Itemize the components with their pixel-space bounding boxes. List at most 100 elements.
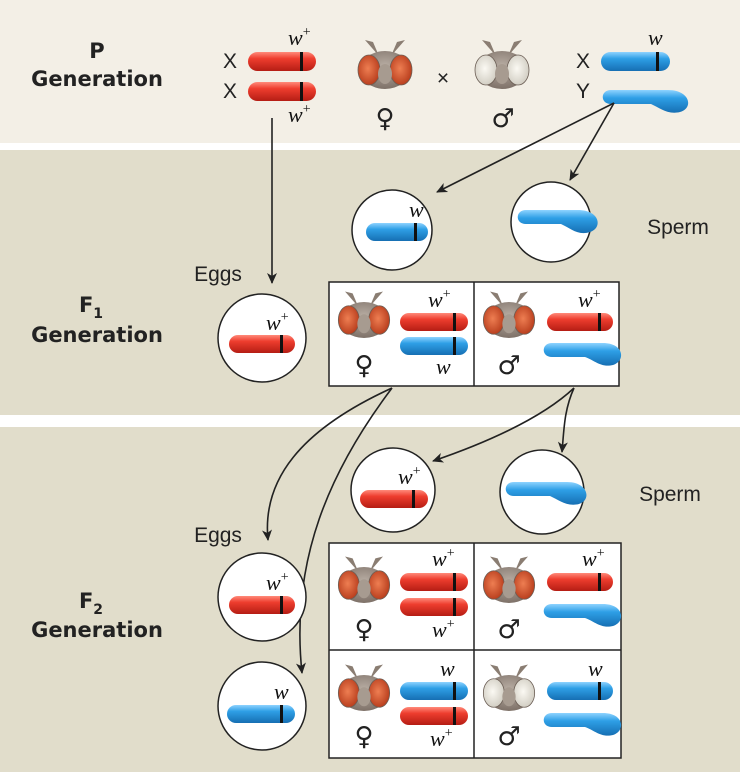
allele-band — [412, 490, 415, 508]
cross-symbol: × — [437, 67, 449, 90]
f2-egg-blue: w — [217, 661, 307, 751]
arrow-f1-to-egg-1 — [262, 387, 393, 541]
red-x-chromosome — [547, 573, 613, 591]
allele-band — [453, 682, 456, 700]
f2-male-offspring-2: ♂ w — [482, 656, 622, 752]
antenna — [482, 40, 496, 56]
fly-eye — [513, 678, 536, 708]
blue-x-chromosome — [547, 682, 613, 700]
p-male-symbol: ♂ — [491, 104, 514, 134]
red-x-chromosome — [400, 707, 468, 725]
fly-eye — [337, 305, 360, 335]
p-generation-word: Generation — [31, 67, 163, 91]
f2-eggs-label: Eggs — [194, 524, 242, 547]
antenna — [514, 291, 528, 307]
y-chromosome — [505, 482, 587, 505]
antenna — [490, 556, 504, 572]
fly-eye — [357, 54, 381, 86]
allele-w-plus: w+ — [266, 310, 289, 335]
f1-female-offspring: ♀ w+ w — [337, 287, 468, 381]
allele-w-plus: w+ — [288, 102, 311, 127]
f2-sperm-x: w+ — [350, 447, 436, 533]
f2-sperm-y — [499, 449, 587, 535]
f2-female-offspring-2: ♀ w w+ — [337, 656, 468, 752]
f1-sperm-x: w — [351, 189, 433, 271]
red-x-chromosome — [248, 82, 316, 101]
p-male-fly-head-icon — [474, 40, 530, 89]
antenna — [369, 291, 383, 307]
antenna — [369, 556, 383, 572]
blue-x-chromosome — [601, 52, 670, 71]
f2-sperm-label: Sperm — [639, 483, 701, 506]
red-x-chromosome — [229, 335, 295, 353]
f2-female-offspring-1: ♀ w+ w+ — [337, 546, 468, 645]
allele-w: w — [440, 656, 455, 681]
fly-eye — [368, 305, 391, 335]
fly-eye — [368, 570, 391, 600]
f2-female-2-symbol: ♀ — [354, 722, 373, 752]
allele-band — [300, 82, 303, 101]
fly-face — [378, 64, 392, 84]
f1-sperm-label: Sperm — [647, 216, 709, 239]
antenna — [365, 40, 379, 56]
allele-band — [414, 223, 417, 241]
f1-female-fly-head-icon — [337, 291, 391, 339]
allele-w-plus: w+ — [582, 546, 605, 571]
p-female-fly-head-icon — [357, 40, 413, 89]
red-x-chromosome — [248, 52, 316, 71]
f2-label: F2 — [79, 589, 103, 618]
fly-eye — [482, 678, 505, 708]
f2-generation-word: Generation — [31, 618, 163, 642]
allele-w: w — [274, 679, 289, 704]
p-female-x1-label: X — [223, 50, 237, 73]
blue-x-chromosome — [400, 682, 468, 700]
y-chromosome — [517, 210, 598, 234]
fly-face — [357, 579, 371, 599]
f1-male-symbol: ♂ — [497, 351, 520, 381]
allele-band — [453, 313, 456, 331]
fly-eye — [474, 54, 498, 86]
fly-eye — [389, 54, 413, 86]
fly-face — [502, 314, 516, 334]
p-female-chromosomes: X X w+ w+ — [223, 25, 316, 127]
arrow-f1-to-egg-2 — [295, 387, 393, 674]
f1-sperm-y — [510, 181, 598, 263]
arrow-p-to-sperm-x — [436, 102, 615, 193]
p-label: P — [89, 39, 104, 63]
f1-label: F1 — [79, 293, 103, 322]
allele-w-plus: w+ — [430, 726, 453, 751]
fly-eye — [368, 678, 391, 708]
f1-egg: w+ — [217, 293, 307, 383]
fly-eye — [513, 570, 536, 600]
allele-w: w — [436, 354, 451, 379]
f2-generation-label: F2 Generation — [31, 589, 163, 642]
fly-eye — [482, 570, 505, 600]
p-male-x-label: X — [576, 50, 590, 73]
f2-female-1-fly-head-icon — [337, 556, 391, 604]
p-generation-label: P Generation — [31, 39, 163, 91]
p-male-chromosomes: X Y w — [576, 25, 689, 113]
red-x-chromosome — [400, 598, 468, 616]
allele-band — [280, 705, 283, 723]
allele-band — [656, 52, 659, 71]
blue-x-chromosome — [366, 223, 428, 241]
antenna — [345, 556, 359, 572]
f2-male-offspring-1: ♂ w+ — [482, 546, 622, 645]
fly-face — [357, 314, 371, 334]
allele-band — [453, 598, 456, 616]
red-x-chromosome — [400, 313, 468, 331]
f1-male-fly-head-icon — [482, 291, 536, 339]
antenna — [490, 664, 504, 680]
allele-w-plus: w+ — [266, 570, 289, 595]
f2-male-2-symbol: ♂ — [497, 722, 520, 752]
y-chromosome — [543, 604, 622, 627]
arrow-f1-to-sperm-x — [432, 387, 575, 463]
allele-w: w — [409, 197, 424, 222]
f1-generation-word: Generation — [31, 323, 163, 347]
p-female-x2-label: X — [223, 80, 237, 103]
allele-band — [453, 337, 456, 355]
f2-male-1-fly-head-icon — [482, 556, 536, 604]
f1-eggs-label: Eggs — [194, 263, 242, 286]
fly-eye — [513, 305, 536, 335]
